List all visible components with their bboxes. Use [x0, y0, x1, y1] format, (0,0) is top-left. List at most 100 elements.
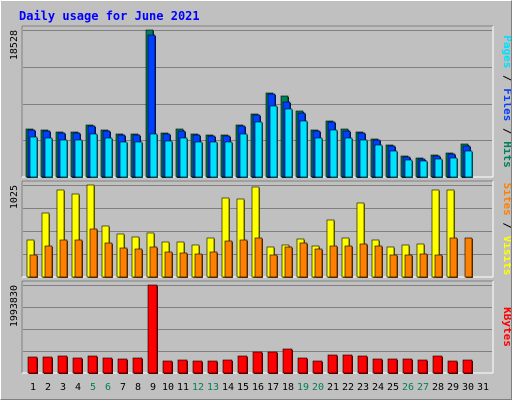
sites-bar-face — [299, 242, 308, 278]
sites-bar-face — [374, 245, 383, 278]
kbytes-bar — [162, 360, 173, 374]
x-tick-label-day-29: 29 — [447, 382, 459, 393]
pages-bar — [239, 133, 248, 178]
pages-bar — [164, 140, 173, 178]
x-tick-label-day-17: 17 — [267, 382, 279, 393]
kbytes-bar-face — [72, 357, 83, 374]
pages-bar — [269, 105, 278, 178]
sites-bar — [224, 240, 233, 278]
legend-entry: Files — [501, 88, 511, 121]
x-tick-label-day-12: 12 — [192, 382, 204, 393]
pages-bar — [134, 141, 143, 178]
sites-bar-face — [134, 248, 143, 278]
kbytes-bar — [132, 357, 143, 374]
legend-entry: / — [501, 68, 511, 88]
sites-bar — [59, 239, 68, 278]
series-legend-2: Sites / Visits — [501, 183, 511, 276]
pages-bar-face — [269, 105, 278, 178]
sites-bar — [284, 246, 293, 278]
kbytes-bar-face — [132, 357, 143, 374]
pages-bar-face — [374, 144, 383, 178]
sites-bar — [149, 246, 158, 278]
sites-bar — [29, 254, 38, 278]
sites-bar-face — [314, 248, 323, 278]
x-tick-label-day-16: 16 — [252, 382, 264, 393]
pages-bar-face — [224, 141, 233, 178]
sites-bar-face — [434, 254, 443, 278]
sites-bar — [254, 237, 263, 278]
pages-bar-face — [254, 121, 263, 178]
x-tick-label-day-15: 15 — [237, 382, 249, 393]
kbytes-bar-face — [117, 358, 128, 374]
kbytes-bar — [72, 357, 83, 374]
pages-bar-face — [344, 137, 353, 178]
x-tick-label-day-6: 6 — [105, 382, 111, 393]
x-tick-label-day-25: 25 — [387, 382, 399, 393]
kbytes-bar-face — [297, 357, 308, 374]
x-tick-label-day-27: 27 — [417, 382, 429, 393]
kbytes-bar — [27, 356, 38, 374]
kbytes-bar-face — [462, 359, 473, 374]
pages-bar — [74, 139, 83, 178]
pages-bar — [389, 150, 398, 178]
sites-bar-face — [359, 243, 368, 278]
kbytes-bar — [402, 358, 413, 374]
x-tick-label-day-9: 9 — [150, 382, 156, 393]
pages-bar-face — [464, 150, 473, 178]
pages-bar-face — [299, 120, 308, 178]
series-legend-3: KBytes — [501, 307, 511, 347]
pages-bar — [314, 137, 323, 178]
pages-bar — [194, 141, 203, 178]
x-tick-label-day-13: 13 — [207, 382, 219, 393]
sites-bar — [419, 253, 428, 278]
sites-bar-face — [89, 228, 98, 278]
kbytes-bar-face — [357, 355, 368, 374]
legend-entry: Pages — [501, 35, 511, 68]
legend-entry: KBytes — [501, 307, 511, 347]
kbytes-bar-face — [342, 354, 353, 374]
kbytes-bar — [177, 359, 188, 374]
kbytes-bar — [102, 357, 113, 374]
pages-bar — [179, 137, 188, 178]
sites-bar — [434, 254, 443, 278]
sites-bar — [299, 242, 308, 278]
pages-bar — [89, 133, 98, 178]
kbytes-bar — [387, 358, 398, 374]
y-axis-max-label: 18528 — [9, 30, 20, 60]
sites-bar — [359, 243, 368, 278]
kbytes-bar-face — [282, 348, 293, 374]
sites-bar-face — [404, 254, 413, 278]
kbytes-bar-face — [267, 351, 278, 374]
pages-bar — [344, 137, 353, 178]
sites-bar-face — [44, 245, 53, 278]
pages-bar — [299, 120, 308, 178]
pages-bar — [464, 150, 473, 178]
pages-bar-face — [194, 141, 203, 178]
sites-bar — [164, 251, 173, 278]
sites-bar — [464, 237, 473, 278]
pages-bar-face — [449, 157, 458, 178]
pages-bar-face — [314, 137, 323, 178]
sites-bar-face — [209, 251, 218, 278]
kbytes-bar-face — [27, 356, 38, 374]
pages-bar — [44, 137, 53, 178]
sites-bar — [404, 254, 413, 278]
sites-bar-face — [269, 254, 278, 278]
kbytes-bar-face — [162, 360, 173, 374]
pages-bar-face — [434, 158, 443, 178]
pages-bar-face — [239, 133, 248, 178]
sites-bar — [374, 245, 383, 278]
sites-bar — [344, 245, 353, 278]
x-tick-label-day-24: 24 — [372, 382, 384, 393]
sites-bar-face — [104, 242, 113, 278]
x-tick-label-day-2: 2 — [45, 382, 51, 393]
pages-bar-face — [149, 133, 158, 178]
pages-bar-face — [419, 160, 428, 178]
x-tick-label-day-23: 23 — [357, 382, 369, 393]
sites-bar-face — [224, 240, 233, 278]
pages-bar-face — [284, 108, 293, 178]
pages-bar — [434, 158, 443, 178]
kbytes-bar — [117, 358, 128, 374]
pages-bar-face — [59, 139, 68, 178]
